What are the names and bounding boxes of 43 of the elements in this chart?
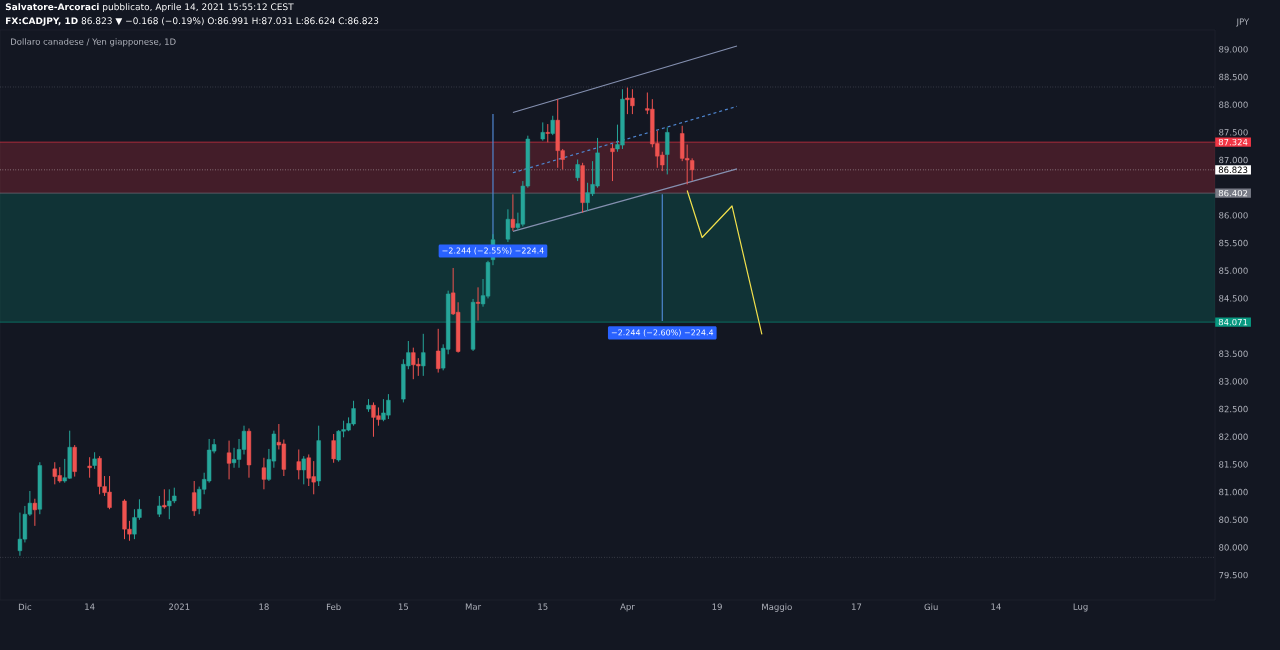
y-tick-label: 83.500 bbox=[1219, 350, 1248, 357]
x-tick-label: Mar bbox=[465, 603, 482, 610]
y-tick-label: 81.000 bbox=[1219, 488, 1248, 496]
y-tick-label: 88.500 bbox=[1219, 73, 1248, 81]
y-tick-label: 80.000 bbox=[1219, 544, 1248, 551]
x-tick-label: Apr bbox=[620, 603, 635, 612]
x-tick-label: 2021 bbox=[169, 603, 190, 610]
annotation: −2.244 (−2.55%) −224.4 bbox=[442, 247, 544, 255]
x-tick-label: 19 bbox=[712, 603, 722, 610]
chart-subtitle: FX:CADJPY, 1D 86.823 ▼ −0.168 (−0.19%) O:86.991 H:87.031 L:86.624 C:86.823 bbox=[6, 17, 379, 26]
x-tick-label: Feb bbox=[326, 603, 341, 611]
ref-line-label: 84.071 bbox=[1218, 318, 1248, 326]
x-tick-label: Lug bbox=[1073, 603, 1088, 612]
ref-line-label: 87.324 bbox=[1218, 138, 1248, 146]
y-tick-label: 82.500 bbox=[1219, 405, 1248, 413]
x-tick-label: 15 bbox=[538, 603, 548, 610]
x-tick-label: 17 bbox=[852, 603, 862, 610]
y-tick-label: 80.500 bbox=[1219, 516, 1248, 523]
y-tick-label: 85.500 bbox=[1219, 239, 1248, 247]
chart-title: Salvatore-Arcoraci pubblicato, Aprile 14, 2021 15:55:12 CEST bbox=[5, 3, 294, 12]
y-tick-label: 81.500 bbox=[1219, 461, 1248, 468]
x-tick-label: 18 bbox=[259, 603, 269, 610]
ref-line-label: 86.402 bbox=[1218, 189, 1248, 197]
x-tick-label: 15 bbox=[398, 603, 409, 610]
x-tick-label: Giu bbox=[924, 603, 938, 611]
y-tick-label: 89.000 bbox=[1219, 46, 1248, 53]
annotation: Dollaro canadese / Yen giapponese, 1D bbox=[11, 38, 176, 47]
x-tick-label: 14 bbox=[991, 603, 1001, 610]
x-tick-label: Maggio bbox=[762, 603, 792, 612]
y-tick-label: 88.000 bbox=[1219, 101, 1248, 108]
y-tick-label: 83.000 bbox=[1219, 378, 1248, 385]
annotation: −2.244 (−2.60%) −224.4 bbox=[611, 329, 714, 337]
y-tick-label: 79.500 bbox=[1219, 571, 1248, 579]
y-tick-label: 87.000 bbox=[1219, 156, 1248, 164]
y-axis-title: JPY bbox=[1236, 18, 1250, 27]
ref-line-label: 86.823 bbox=[1218, 166, 1248, 174]
y-tick-label: 84.500 bbox=[1219, 295, 1248, 302]
y-tick-label: 85.000 bbox=[1219, 267, 1248, 274]
x-tick-label: 14 bbox=[85, 603, 95, 610]
y-tick-label: 86.000 bbox=[1219, 212, 1248, 219]
y-tick-label: 82.000 bbox=[1219, 433, 1248, 440]
x-tick-label: Dic bbox=[18, 603, 32, 611]
y-tick-label: 87.500 bbox=[1219, 129, 1248, 136]
